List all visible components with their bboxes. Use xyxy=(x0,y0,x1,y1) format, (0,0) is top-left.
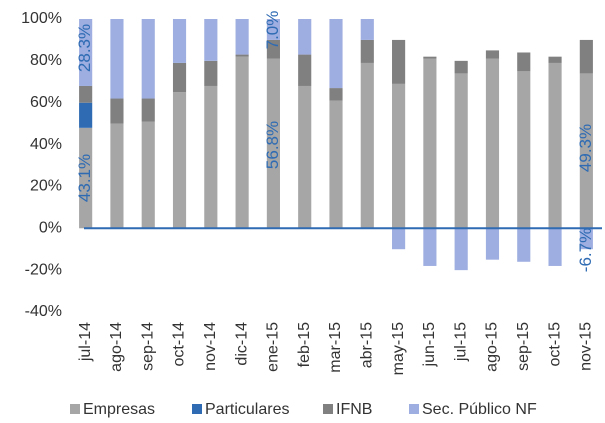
x-tick-label: ago-15 xyxy=(484,322,501,372)
bar-segment xyxy=(266,39,280,59)
bar-segment xyxy=(79,85,93,103)
bar-segment xyxy=(110,98,124,124)
bar-segment xyxy=(141,121,155,229)
y-tick-label: -20% xyxy=(25,261,62,278)
y-tick-label: 80% xyxy=(30,52,62,69)
x-tick-label: abr-15 xyxy=(359,322,376,368)
bar-segment xyxy=(172,19,187,63)
bar-segment xyxy=(423,56,437,59)
bar-segment xyxy=(392,39,406,84)
x-tick-label: ene-15 xyxy=(265,322,282,372)
bar-segment xyxy=(235,56,249,229)
legend-swatch xyxy=(70,404,80,414)
bar-segment xyxy=(360,19,374,40)
y-tick-label: 60% xyxy=(30,94,62,111)
annotation: 56.8% xyxy=(263,121,282,169)
bar-segment xyxy=(392,83,406,229)
bar-segment xyxy=(235,19,249,55)
bar-segment xyxy=(298,19,312,55)
bar-segment xyxy=(204,60,218,86)
bar-segment xyxy=(141,19,155,99)
bar-segment xyxy=(266,19,280,40)
bar-segment xyxy=(172,92,187,229)
bar-segment xyxy=(548,62,562,229)
bar-segment xyxy=(266,58,280,229)
x-tick-label: dic-14 xyxy=(233,322,250,366)
y-tick-label: 40% xyxy=(30,136,62,153)
y-tick-label: 100% xyxy=(21,10,62,27)
bar-segment xyxy=(423,58,437,229)
bar-segment xyxy=(110,19,124,99)
bar-segment xyxy=(79,102,93,128)
x-tick-label: jul-15 xyxy=(452,322,469,362)
bar-segment xyxy=(204,85,218,229)
bar-segment xyxy=(204,19,218,61)
bar-segment xyxy=(517,52,531,72)
bar-segment xyxy=(298,54,312,86)
x-tick-label: nov-14 xyxy=(202,322,219,371)
x-tick-label: oct-14 xyxy=(171,322,188,367)
bar-segment xyxy=(517,71,531,229)
x-tick-label: sep-14 xyxy=(139,322,156,371)
y-tick-label: -40% xyxy=(25,303,62,320)
legend-label: Particulares xyxy=(205,401,289,418)
bar-segment xyxy=(79,127,93,229)
bar-segment xyxy=(579,73,593,229)
legend-swatch xyxy=(409,404,419,414)
bar-segment xyxy=(485,50,500,59)
x-tick-label: jul-14 xyxy=(77,322,94,362)
bar-segment xyxy=(110,123,124,229)
bar-segment xyxy=(79,19,93,86)
legend-label: IFNB xyxy=(336,401,372,418)
bar-segment xyxy=(235,54,249,57)
bar-segment xyxy=(172,62,187,93)
bar-segment xyxy=(548,56,562,63)
x-tick-label: mar-15 xyxy=(327,322,344,373)
bar-segment xyxy=(360,39,374,63)
annotation: 49.3% xyxy=(576,124,595,172)
bar-segment xyxy=(141,98,155,122)
bar-segment xyxy=(485,58,500,229)
bar-segment xyxy=(579,228,593,250)
x-tick-label: may-15 xyxy=(390,322,407,375)
x-tick-label: nov-15 xyxy=(578,322,595,371)
legend-swatch xyxy=(323,404,333,414)
bar-segment xyxy=(454,60,468,74)
x-tick-label: sep-15 xyxy=(515,322,532,371)
annotation: 43.1% xyxy=(75,154,94,202)
bar-segment xyxy=(579,39,593,74)
bar-segment xyxy=(329,19,343,89)
bar-segment xyxy=(454,73,468,229)
annotation: 7.0% xyxy=(263,11,282,50)
y-tick-label: 20% xyxy=(30,178,62,195)
y-tick-label: 0% xyxy=(39,220,62,237)
annotation: 28.3% xyxy=(75,24,94,72)
bar-segment xyxy=(548,228,562,266)
bar-segment xyxy=(392,228,406,250)
bar-segment xyxy=(298,85,312,229)
annotation: -6.7% xyxy=(576,228,595,272)
bar-segment xyxy=(517,228,531,262)
x-tick-label: jun-15 xyxy=(421,322,438,368)
bar-segment xyxy=(423,228,437,266)
bar-segment xyxy=(329,100,343,229)
x-tick-label: oct-15 xyxy=(546,322,563,367)
x-tick-label: feb-15 xyxy=(296,322,313,367)
legend-label: Sec. Público NF xyxy=(422,401,537,418)
bar-segment xyxy=(454,228,468,271)
bar-segment xyxy=(329,88,343,101)
bar-segment xyxy=(360,62,374,229)
legend-label: Empresas xyxy=(83,401,155,418)
bar-segment xyxy=(485,228,500,260)
legend-swatch xyxy=(192,404,202,414)
x-tick-label: ago-14 xyxy=(108,322,125,372)
